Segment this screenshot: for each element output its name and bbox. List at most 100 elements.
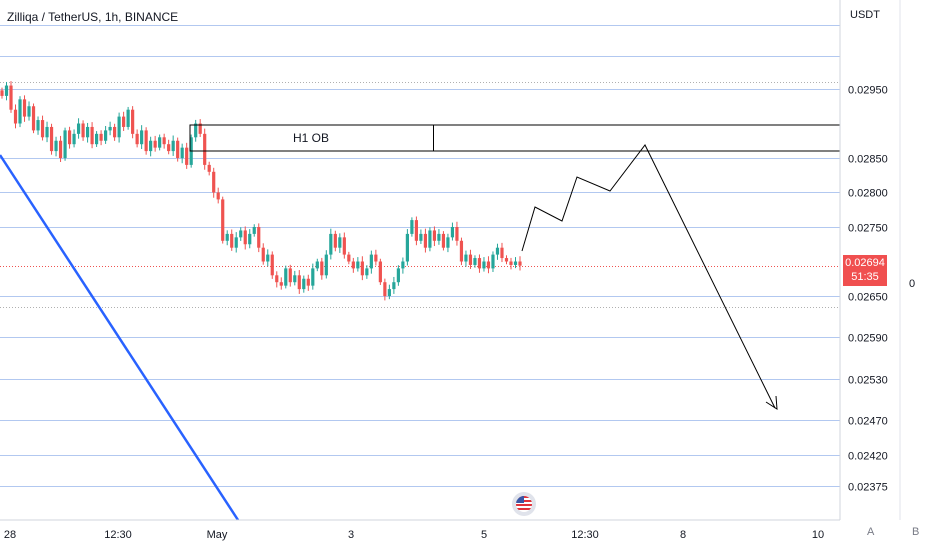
- candle-body: [171, 140, 175, 152]
- candle-body: [167, 144, 171, 152]
- projection-path[interactable]: [521, 144, 778, 410]
- time-tick-label: May: [207, 529, 228, 541]
- candle-body: [67, 130, 72, 145]
- candle-body: [63, 130, 67, 158]
- candle-body: [356, 261, 360, 269]
- side-zero-label: 0: [909, 278, 916, 290]
- ob-zone[interactable]: H1 OB: [189, 124, 841, 152]
- price-tick-label: 0.02375: [848, 482, 888, 494]
- candle-body: [49, 126, 54, 152]
- time-axis[interactable]: 28 12:30 May 3 5 12:30 8 10: [0, 519, 840, 541]
- candle-body: [45, 126, 49, 138]
- us-flag-icon[interactable]: [512, 492, 536, 516]
- candle-body: [396, 268, 400, 283]
- projection-line[interactable]: [521, 144, 776, 409]
- candle-body: [113, 126, 117, 138]
- price-tick-label: 0.02750: [848, 223, 888, 235]
- price-tick-label: 0.02530: [848, 375, 888, 387]
- ob-zone-box[interactable]: [189, 124, 841, 152]
- candle-body: [13, 109, 18, 124]
- candle-body: [405, 233, 409, 262]
- candle-body: [275, 275, 279, 283]
- candle-body: [306, 278, 310, 286]
- candle-body: [9, 85, 13, 110]
- candle-body: [185, 147, 189, 165]
- bar-countdown: 51:35: [851, 271, 879, 283]
- candle-body: [81, 123, 85, 138]
- trendline[interactable]: [0, 154, 240, 521]
- price-tick-label: 0.02590: [848, 333, 888, 345]
- candle-body: [153, 140, 157, 148]
- price-tick-label: 0.02950: [848, 85, 888, 97]
- candle-body: [22, 99, 27, 117]
- candle-body: [158, 137, 162, 148]
- price-tick-label: 0.02650: [848, 292, 888, 304]
- candle-body: [176, 140, 180, 158]
- time-tick-label: 12:30: [571, 529, 599, 541]
- auto-scale-button[interactable]: A: [867, 526, 875, 538]
- candle-body: [441, 233, 446, 248]
- candle-body: [248, 233, 252, 245]
- candle-body: [419, 233, 423, 241]
- candle-body: [446, 237, 450, 248]
- price-tick-label: 0.02420: [848, 451, 888, 463]
- candle-body: [257, 227, 261, 248]
- candle-body: [284, 268, 288, 286]
- candle-body: [414, 220, 418, 241]
- candle-body: [94, 133, 99, 145]
- candle-body: [0, 90, 4, 96]
- candle-body: [117, 116, 121, 138]
- candle-body: [410, 220, 414, 234]
- candle-body: [126, 109, 130, 127]
- candle-body: [518, 261, 522, 266]
- candle-body: [149, 140, 153, 152]
- candle-body: [329, 233, 333, 255]
- candle-body: [162, 137, 166, 145]
- candle-body: [54, 140, 58, 152]
- candle-body: [513, 261, 518, 265]
- candle-body: [216, 192, 220, 200]
- candle-body: [342, 237, 346, 255]
- candle-body: [122, 116, 126, 127]
- candle-body: [140, 130, 144, 145]
- candle-body: [270, 254, 274, 276]
- price-axis[interactable]: 0.02950 0.02850 0.02800 0.02750 0.02650 0.025…: [839, 0, 901, 520]
- candle-body: [180, 147, 184, 158]
- candle-body: [85, 126, 90, 138]
- candle-body: [297, 275, 301, 290]
- candle-body: [482, 261, 486, 269]
- candle-body: [473, 258, 477, 265]
- log-scale-button[interactable]: B: [912, 526, 920, 538]
- candle-body: [108, 126, 112, 131]
- candle-body: [230, 233, 234, 248]
- candle-body: [144, 130, 148, 152]
- candle-body: [261, 247, 265, 262]
- descending-trendline[interactable]: [0, 154, 240, 521]
- time-tick-label: 5: [481, 529, 487, 541]
- candle-body: [225, 233, 229, 241]
- candle-body: [31, 106, 36, 131]
- candle-body: [450, 227, 455, 238]
- candle-body: [486, 261, 491, 269]
- candle-body: [234, 237, 238, 248]
- candle-body: [432, 230, 437, 241]
- candle-body: [378, 261, 382, 283]
- candle-body: [311, 268, 315, 286]
- candle-body: [104, 130, 108, 141]
- candle-body: [320, 261, 324, 276]
- candle-body: [194, 123, 198, 138]
- price-tick-label: 0.02800: [848, 188, 888, 200]
- grid-lines: [0, 25, 840, 487]
- candle-body: [302, 278, 306, 290]
- currency-label: USDT: [850, 9, 880, 21]
- last-price: 0.02694: [845, 257, 885, 269]
- candle-body: [36, 120, 40, 131]
- candle-body: [428, 230, 432, 248]
- candle-body: [27, 106, 31, 117]
- candle-body: [365, 268, 369, 276]
- candle-body: [90, 126, 94, 145]
- projection-arrowhead: [765, 395, 778, 410]
- candle-body: [198, 123, 202, 134]
- candle-body: [383, 282, 387, 296]
